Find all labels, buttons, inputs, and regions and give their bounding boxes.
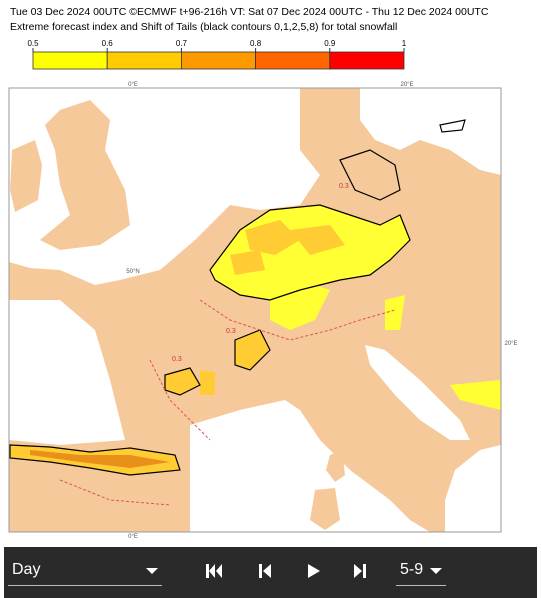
map: 0°E 20°E 50°N 20°E 0°E 0.3 0.3 0.3 [8,82,518,540]
control-bar: Day 5-9 [4,547,537,598]
next-button[interactable] [348,561,372,581]
map-label: 20°E [400,82,413,88]
dashed-contours [59,299,396,506]
colorbar-tick-label: 0.7 [176,39,188,48]
title: Tue 03 Dec 2024 00UTC ©ECMWF t+96-216h V… [10,6,489,18]
colorbar-tick-label: 0.8 [250,39,262,48]
landmass [10,100,440,530]
colorbar-tick-label: 0.6 [102,39,114,48]
range-value: 5-9 [400,561,424,578]
subtitle: Extreme forecast index and Shift of Tail… [10,21,398,33]
contour-label: 0.3 [172,356,182,363]
contours [9,119,466,476]
period-value: Day [12,561,41,578]
contour-label: 0.3 [339,183,349,190]
colorbar-tick-label: 0.9 [324,39,336,48]
map-label: 20°E [504,341,517,347]
prev-button[interactable] [253,561,277,581]
map-label: 50°N [126,269,139,275]
colorbar-segment [329,51,405,70]
map-frame [8,87,502,533]
first-button[interactable] [203,561,227,581]
period-dropdown[interactable]: Day [8,559,162,586]
dropdown-arrow [146,568,158,574]
map-label: 0°E [128,82,138,88]
play-button[interactable] [302,561,326,581]
contour-label: 0.3 [226,328,236,335]
colorbar-tick-label: 1 [402,39,407,48]
dropdown-arrow [430,568,442,574]
colorbar: 0.5 0.6 0.7 0.8 0.9 1 [27,39,407,70]
map-label: 0°E [128,534,138,540]
range-dropdown[interactable]: 5-9 [396,559,446,586]
colorbar-tick-label: 0.5 [27,39,39,48]
